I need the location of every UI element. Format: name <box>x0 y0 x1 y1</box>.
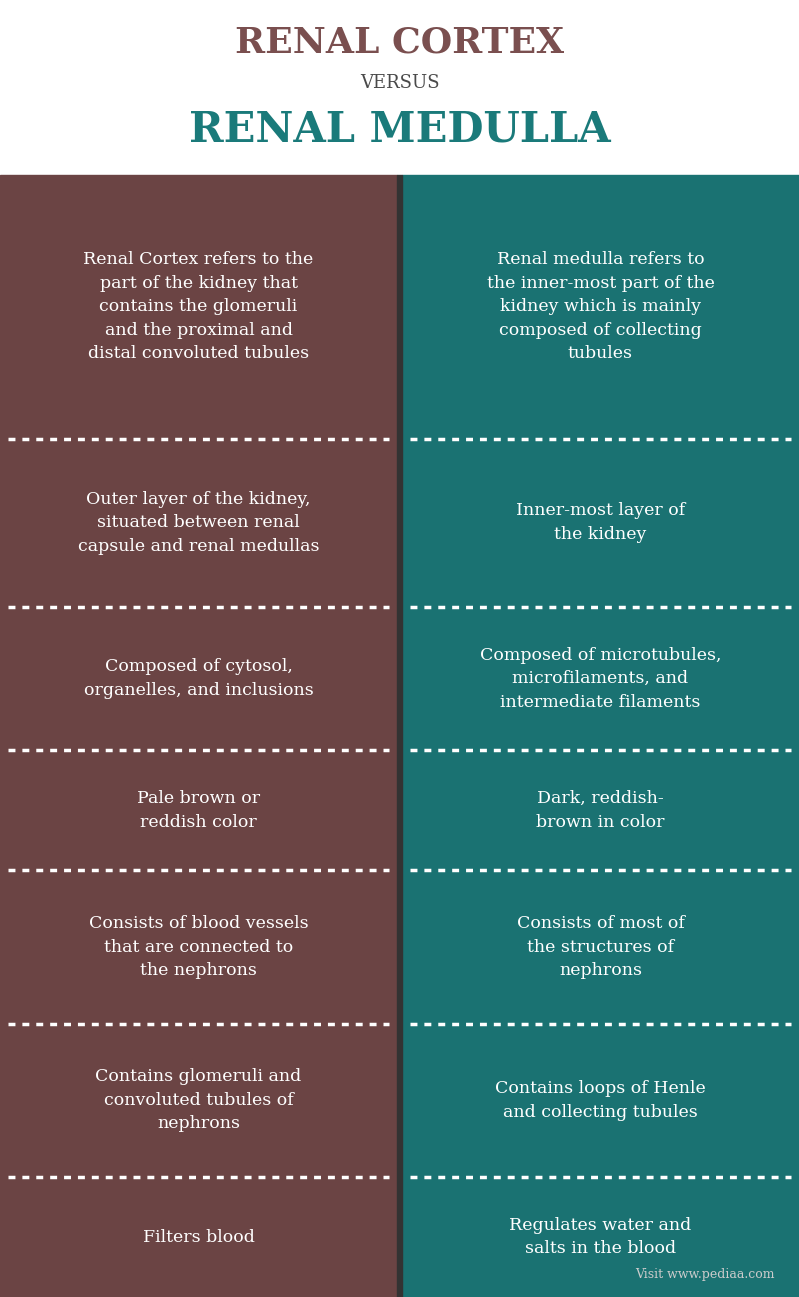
Bar <box>0 751 397 870</box>
Text: Outer layer of the kidney,
situated between renal
capsule and renal medullas: Outer layer of the kidney, situated betw… <box>78 490 320 555</box>
Text: Renal medulla refers to
the inner-most part of the
kidney which is mainly
compos: Renal medulla refers to the inner-most p… <box>487 252 714 362</box>
Text: VERSUS: VERSUS <box>360 74 439 92</box>
Bar <box>402 607 799 751</box>
Bar <box>0 175 397 438</box>
Bar <box>402 175 799 438</box>
Text: Composed of microtubules,
microfilaments, and
intermediate filaments: Composed of microtubules, microfilaments… <box>479 646 721 711</box>
Text: RENAL MEDULLA: RENAL MEDULLA <box>189 109 610 150</box>
Text: Contains glomeruli and
convoluted tubules of
nephrons: Contains glomeruli and convoluted tubule… <box>95 1069 302 1132</box>
Bar <box>402 1178 799 1297</box>
Bar <box>402 1023 799 1178</box>
Text: Renal Cortex refers to the
part of the kidney that
contains the glomeruli
and th: Renal Cortex refers to the part of the k… <box>83 252 314 362</box>
Text: Inner-most layer of
the kidney: Inner-most layer of the kidney <box>516 502 685 543</box>
Text: Regulates water and
salts in the blood: Regulates water and salts in the blood <box>509 1217 692 1257</box>
Bar <box>402 870 799 1023</box>
Bar <box>0 870 397 1023</box>
Bar <box>402 438 799 607</box>
Text: Filters blood: Filters blood <box>142 1228 255 1245</box>
Bar <box>0 438 397 607</box>
Text: Contains loops of Henle
and collecting tubules: Contains loops of Henle and collecting t… <box>495 1080 706 1121</box>
Text: Dark, reddish-
brown in color: Dark, reddish- brown in color <box>536 790 665 830</box>
Bar <box>0 1178 397 1297</box>
Bar <box>0 1023 397 1178</box>
Text: Visit www.pediaa.com: Visit www.pediaa.com <box>635 1268 775 1281</box>
Text: RENAL CORTEX: RENAL CORTEX <box>235 26 564 60</box>
Bar <box>397 175 402 1297</box>
Text: Composed of cytosol,
organelles, and inclusions: Composed of cytosol, organelles, and inc… <box>84 659 313 699</box>
Text: Consists of most of
the structures of
nephrons: Consists of most of the structures of ne… <box>516 914 685 979</box>
Bar <box>402 751 799 870</box>
Bar <box>0 0 799 175</box>
Bar <box>0 607 397 751</box>
Text: Consists of blood vessels
that are connected to
the nephrons: Consists of blood vessels that are conne… <box>89 914 308 979</box>
Text: Pale brown or
reddish color: Pale brown or reddish color <box>137 790 260 830</box>
